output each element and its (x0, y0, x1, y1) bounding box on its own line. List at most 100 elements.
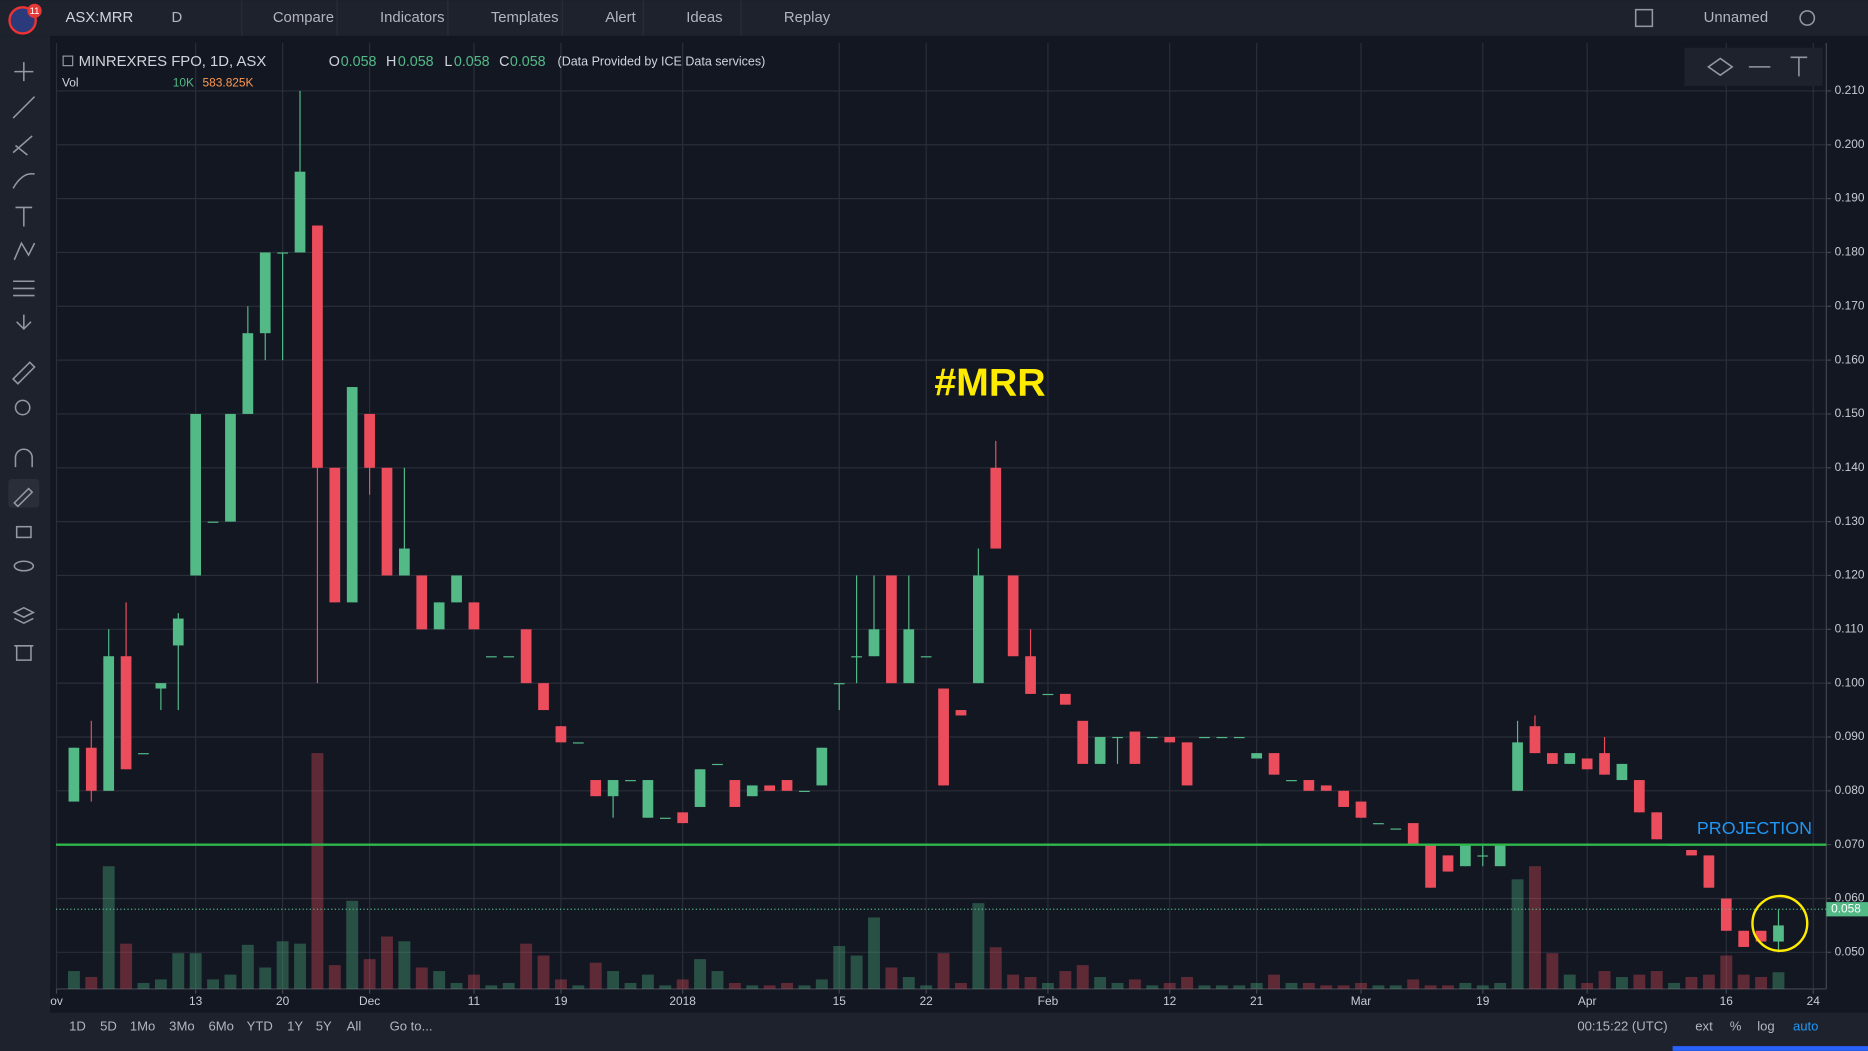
volume-bar (955, 982, 967, 989)
toolbar-button[interactable]: Templates (491, 10, 559, 26)
scale-option[interactable]: auto (1793, 1019, 1818, 1034)
range-button[interactable]: YTD (247, 1019, 273, 1034)
fib-tool[interactable] (12, 135, 33, 156)
prediction-tool[interactable] (13, 280, 35, 297)
candle-body (1286, 780, 1297, 782)
candle-body (190, 413, 202, 576)
collapse-icon[interactable] (62, 55, 74, 67)
range-button[interactable]: 5Y (316, 1019, 332, 1034)
candle-body (1025, 656, 1036, 694)
line-tool[interactable] (12, 96, 36, 119)
goto[interactable]: Go to... (390, 1019, 433, 1034)
symbol[interactable]: ASX:MRR (66, 10, 134, 26)
candle-body (938, 688, 949, 786)
volume-bar (798, 985, 811, 989)
volume-bar (624, 982, 637, 989)
y-tick-label: 0.140 (1835, 460, 1865, 474)
x-tick-label: 24 (1807, 994, 1821, 1008)
interval[interactable]: D (172, 10, 183, 26)
volume-bar (1268, 974, 1281, 989)
volume-bar (537, 955, 550, 989)
pattern-tool[interactable] (13, 241, 36, 261)
lock-tool[interactable] (15, 525, 32, 539)
volume-bar (1702, 974, 1715, 989)
volume-bar (1685, 977, 1698, 989)
stay-drawing[interactable] (13, 487, 34, 508)
toolbar-button[interactable]: Alert (605, 10, 636, 26)
volume-bar (1546, 953, 1559, 989)
candle-body (1007, 575, 1019, 657)
more-tools[interactable] (16, 314, 32, 331)
candle-body (1251, 753, 1263, 759)
candle-body (433, 602, 445, 630)
candle-body (451, 575, 462, 603)
candle-body (485, 656, 497, 658)
trash-tool[interactable] (14, 645, 34, 661)
volume-bar (1302, 982, 1315, 989)
toolbar-button[interactable]: Replay (784, 10, 831, 26)
volume-bar (1146, 985, 1159, 989)
candle-body (816, 747, 828, 786)
candle-body (590, 780, 602, 797)
toolbar-button[interactable]: Indicators (380, 10, 445, 26)
volume-bar (1598, 971, 1611, 989)
volume-bar (1720, 955, 1733, 989)
vol-label: Vol (62, 76, 79, 90)
candle-body (538, 683, 549, 711)
range-button[interactable]: 6Mo (208, 1019, 233, 1034)
l-value: 0.058 (454, 54, 490, 70)
range-button[interactable]: 3Mo (169, 1019, 194, 1034)
volume-bar (850, 955, 863, 989)
volume-bar (1442, 985, 1454, 989)
candle-body (381, 467, 393, 576)
candle-body (729, 780, 741, 807)
candle-body (1599, 753, 1610, 775)
volume-bar (1372, 985, 1385, 989)
hide-tool[interactable] (13, 560, 35, 572)
candle-body (903, 629, 915, 684)
candle-body (103, 656, 115, 791)
volume-bar (607, 971, 620, 989)
floating-tools[interactable] (1707, 56, 1808, 77)
zoom-tool[interactable] (14, 399, 31, 416)
text-tool[interactable] (15, 206, 33, 227)
layout-name[interactable]: Unnamed (1704, 10, 1769, 26)
candle-body (346, 387, 358, 603)
candle-body (1686, 850, 1697, 856)
candle-body (1564, 753, 1576, 764)
scale-option[interactable]: % (1730, 1019, 1742, 1034)
fullscreen-icon[interactable] (1634, 8, 1654, 28)
crosshair-tool[interactable] (14, 62, 34, 82)
range-button[interactable]: 1D (69, 1019, 86, 1034)
volume-bar (833, 946, 846, 989)
o-label: O (329, 54, 340, 70)
volume-bar (746, 985, 759, 989)
candle-body (1216, 736, 1228, 739)
candle-body (764, 785, 776, 791)
brush-tool[interactable] (12, 172, 35, 189)
candle-body (1112, 736, 1123, 739)
volume-bar (85, 977, 98, 989)
settings-icon[interactable] (1799, 10, 1816, 26)
candle-body (138, 753, 149, 755)
scale-option[interactable]: ext (1695, 1019, 1713, 1034)
toolbar-button[interactable]: Compare (273, 10, 334, 26)
candle-body (851, 656, 862, 658)
range-button[interactable]: 1Y (287, 1019, 303, 1034)
layers-tool[interactable] (12, 606, 36, 625)
range-button[interactable]: 5D (100, 1019, 117, 1034)
candle-body (1529, 726, 1541, 754)
toolbar-button[interactable]: Ideas (686, 10, 722, 26)
tool-icons (8, 62, 40, 661)
scale-option[interactable]: log (1757, 1019, 1774, 1034)
candle-body (468, 602, 480, 630)
range-button[interactable]: All (347, 1019, 362, 1034)
range-button[interactable]: 1Mo (130, 1019, 155, 1034)
candle-body (694, 769, 706, 807)
ruler-tool[interactable] (12, 361, 36, 385)
x-tick-label: 11 (468, 994, 481, 1008)
candle-body (68, 747, 80, 802)
volume-bar (259, 967, 272, 989)
magnet-tool[interactable] (14, 448, 33, 468)
x-tick-label: 13 (189, 994, 203, 1008)
